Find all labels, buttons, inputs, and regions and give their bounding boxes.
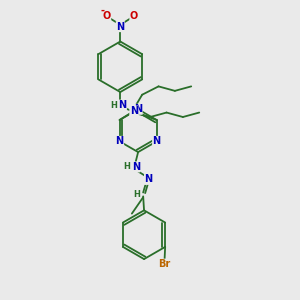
Text: Br: Br — [158, 259, 171, 269]
Text: -: - — [100, 6, 104, 16]
Text: H: H — [110, 100, 117, 109]
Text: N: N — [118, 100, 126, 110]
Text: N: N — [116, 22, 124, 32]
Text: O: O — [130, 11, 138, 21]
Text: N: N — [153, 136, 161, 146]
Text: N: N — [130, 106, 138, 116]
Text: N: N — [132, 162, 140, 172]
Text: N: N — [134, 104, 142, 114]
Text: N: N — [145, 174, 153, 184]
Text: H: H — [133, 190, 140, 200]
Text: O: O — [103, 11, 111, 21]
Text: H: H — [123, 162, 130, 171]
Text: N: N — [116, 136, 124, 146]
